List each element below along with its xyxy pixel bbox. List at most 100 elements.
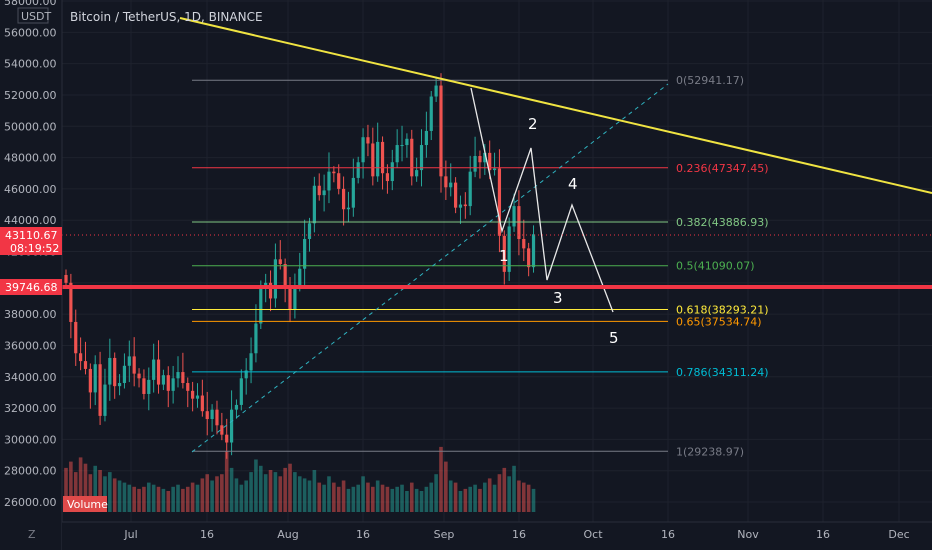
svg-text:Volume: Volume xyxy=(67,498,108,511)
volume-bar xyxy=(210,480,214,512)
price-tick-label: 44000.00 xyxy=(4,214,57,227)
volume-bar xyxy=(293,472,297,512)
candle-body xyxy=(371,143,375,177)
fib-retracement[interactable]: 0(52941.17) 0.236(47347.45) 0.382(43886.93… xyxy=(192,74,769,458)
candle-body xyxy=(254,323,258,354)
volume-bar xyxy=(268,470,273,512)
volume-bar xyxy=(185,486,190,512)
price-tick-label: 50000.00 xyxy=(4,120,57,133)
candle-body xyxy=(531,234,536,268)
time-tick-label: Oct xyxy=(583,528,603,541)
svg-text:08:19:52: 08:19:52 xyxy=(10,242,59,255)
candle-body xyxy=(307,223,312,239)
volume-bar xyxy=(146,482,151,512)
candle-body xyxy=(463,204,467,207)
volume-bar xyxy=(361,476,365,512)
candle-body xyxy=(122,365,127,384)
candle-body xyxy=(127,356,131,366)
volume-bar xyxy=(424,486,429,512)
time-axis[interactable]: Jul 16 Aug 16 Sep 16 Oct 16 Nov 16 Dec xyxy=(62,521,932,550)
volume-bar xyxy=(517,480,521,512)
volume-bar xyxy=(156,486,161,512)
candle-body xyxy=(273,259,278,299)
candle-body xyxy=(74,321,78,354)
wave-label-4: 4 xyxy=(568,175,578,193)
candle-body xyxy=(215,409,219,426)
candle-body xyxy=(229,409,234,443)
timezone-icon[interactable]: Z xyxy=(28,528,36,541)
candle-body xyxy=(346,207,351,210)
candle-body xyxy=(376,141,380,177)
candle-body xyxy=(205,411,209,420)
candle-body xyxy=(395,145,399,163)
candle-body xyxy=(220,425,224,435)
chart-grid xyxy=(62,0,932,522)
candle-body xyxy=(483,152,487,163)
fib-level-label: 0.618(38293.21) xyxy=(676,304,769,317)
candle-body xyxy=(434,85,438,97)
volume-bar xyxy=(181,488,185,512)
volume-bar xyxy=(161,488,166,512)
volume-bar xyxy=(151,484,156,512)
volume-bar xyxy=(429,482,434,512)
candle-body xyxy=(171,378,175,391)
candle-body xyxy=(517,206,521,239)
candle-body xyxy=(415,170,419,177)
volume-bar xyxy=(395,486,399,512)
candle-body xyxy=(497,168,502,236)
candle-body xyxy=(468,171,472,207)
volume-bar xyxy=(195,484,200,512)
volume-bar xyxy=(263,474,268,512)
candle-body xyxy=(288,285,292,310)
candle-body xyxy=(191,390,195,399)
volume-bar xyxy=(473,484,477,512)
candle-body xyxy=(332,171,336,174)
volume-bar xyxy=(234,478,239,512)
volume-bar xyxy=(346,488,351,512)
candle-body xyxy=(351,177,355,208)
time-tick-label: 16 xyxy=(200,528,214,541)
volume-bar xyxy=(224,451,229,512)
volume-bar xyxy=(254,459,258,512)
candle-body xyxy=(522,238,526,249)
price-tick-label: 38000.00 xyxy=(4,308,57,321)
candle-body xyxy=(244,370,248,379)
volume-bar xyxy=(502,467,507,512)
candle-body xyxy=(79,353,83,362)
candle-body xyxy=(303,238,307,269)
wave-label-1: 1 xyxy=(499,247,509,265)
volume-bar xyxy=(380,484,385,512)
volume-bar xyxy=(478,488,482,512)
svg-text:39746.68: 39746.68 xyxy=(5,281,58,294)
volume-bar xyxy=(283,467,287,512)
elliott-wave-path[interactable] xyxy=(470,87,614,313)
candlesticks[interactable] xyxy=(64,73,536,459)
candle-body xyxy=(419,145,424,171)
candle-body xyxy=(390,162,394,182)
volume-bar xyxy=(351,486,356,512)
svg-text:USDT: USDT xyxy=(21,10,52,23)
wave-label-5: 5 xyxy=(609,329,619,347)
volume-bar xyxy=(88,474,93,512)
volume-bar xyxy=(83,463,88,512)
volume-bar xyxy=(259,465,263,512)
candle-body xyxy=(88,368,92,393)
volume-bar xyxy=(332,482,336,512)
volume-bar xyxy=(312,470,317,512)
volume-bar xyxy=(171,486,175,512)
candle-body xyxy=(429,96,433,131)
price-axis[interactable]: 26000.00 28000.00 30000.00 32000.00 34000.00… xyxy=(0,0,63,550)
candle-body xyxy=(454,182,458,208)
volume-bar xyxy=(336,486,341,512)
candle-body xyxy=(93,364,97,393)
candle-body xyxy=(152,359,156,380)
price-tick-label: 30000.00 xyxy=(4,433,57,446)
descending-trendline[interactable] xyxy=(179,17,932,194)
candle-body xyxy=(283,264,287,286)
candle-body xyxy=(405,138,409,146)
price-tick-label: 48000.00 xyxy=(4,152,57,165)
current-price-tag: 43110.67 08:19:52 xyxy=(0,227,62,255)
candle-body xyxy=(278,259,282,265)
svg-text:43110.67: 43110.67 xyxy=(5,229,58,242)
